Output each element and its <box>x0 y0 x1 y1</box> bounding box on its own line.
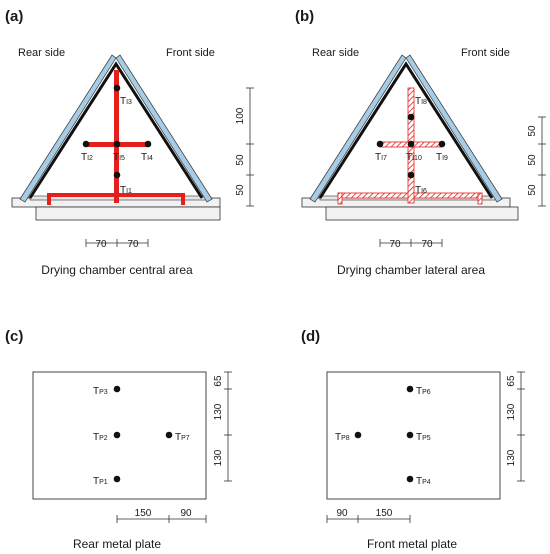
panel-a-sensor-i2: TI2 <box>81 140 93 163</box>
svg-text:TP2: TP2 <box>93 432 108 443</box>
panel-c-sensor-p3: TP3 <box>93 385 121 397</box>
panel-d-sensor-p6: TP6 <box>406 385 431 397</box>
svg-text:TP4: TP4 <box>416 476 431 487</box>
panel-d-vdim-1: 65 <box>506 375 517 387</box>
panel-c-sensor-p2: TP2 <box>93 431 121 443</box>
panel-b-vdim-2: 50 <box>527 154 538 166</box>
panel-b: (b) Rear side Front side TI8 TI7 <box>295 8 546 277</box>
panel-c-horizontal-dimension <box>116 515 207 523</box>
panel-c-sensor-p1: TP1 <box>93 475 121 487</box>
panel-a-vdim-1: 100 <box>235 107 246 124</box>
panel-a-hdim-2: 70 <box>127 239 139 250</box>
panel-d-caption: Front metal plate <box>367 537 457 551</box>
panel-b-hdim-1: 70 <box>389 239 401 250</box>
svg-text:TI3: TI3 <box>120 96 132 107</box>
panel-c-vdim-3: 130 <box>213 449 224 466</box>
panel-d-horizontal-dimension <box>326 515 411 523</box>
svg-text:TI5: TI5 <box>113 152 125 163</box>
svg-text:TP3: TP3 <box>93 386 108 397</box>
panel-b-sensor-i7: TI7 <box>375 140 387 163</box>
svg-text:TI8: TI8 <box>415 96 427 107</box>
panel-a-horizontal-dimension <box>85 239 149 247</box>
panel-b-horizontal-dimension <box>379 239 443 247</box>
panel-d-vdim-2: 130 <box>506 403 517 420</box>
panel-c-sensor-p7: TP7 <box>165 431 190 443</box>
panel-d-vertical-dimension <box>517 371 525 482</box>
panel-b-tag: (b) <box>295 8 314 25</box>
panel-a-front-label: Front side <box>166 47 215 59</box>
panel-c-hdim-2: 90 <box>180 508 192 519</box>
panel-d-sensor-p4: TP4 <box>406 475 431 487</box>
panel-a-chamber <box>11 54 221 221</box>
panel-d-tag: (d) <box>301 328 320 345</box>
panel-d-sensor-p5: TP5 <box>406 431 431 443</box>
panel-a-caption: Drying chamber central area <box>41 263 193 277</box>
svg-text:TP7: TP7 <box>175 432 190 443</box>
panel-d-plate <box>326 371 501 500</box>
panel-a: (a) Rear side Front side TI3 TI2 <box>5 8 254 277</box>
panel-b-sensor-i10: TI10 <box>406 140 422 163</box>
panel-a-sensor-i3: TI3 <box>113 84 132 107</box>
panel-a-tag: (a) <box>5 8 23 25</box>
panel-c: (c) TP3 TP2 TP7 TP1 65 130 130 <box>5 328 232 551</box>
panel-a-vdim-3: 50 <box>235 184 246 196</box>
panel-b-sensor-i8: TI8 <box>407 96 427 121</box>
panel-a-sensor-i1: TI1 <box>113 171 132 196</box>
svg-text:TP1: TP1 <box>93 476 108 487</box>
panel-b-sensor-i9: TI9 <box>436 140 448 163</box>
panel-b-rear-label: Rear side <box>312 47 359 59</box>
panel-c-tag: (c) <box>5 328 23 345</box>
panel-c-caption: Rear metal plate <box>73 537 161 551</box>
panel-b-vdim-3: 50 <box>527 184 538 196</box>
svg-text:TP8: TP8 <box>335 432 350 443</box>
panel-b-chamber <box>301 54 519 221</box>
panel-d-hdim-1: 90 <box>336 508 348 519</box>
panel-b-hdim-2: 70 <box>421 239 433 250</box>
panel-c-vdim-1: 65 <box>213 375 224 387</box>
panel-a-vdim-2: 50 <box>235 154 246 166</box>
panel-d-hdim-2: 150 <box>376 508 393 519</box>
svg-text:TI9: TI9 <box>436 152 448 163</box>
svg-text:TI10: TI10 <box>406 152 422 163</box>
panel-a-vertical-dimension <box>246 87 254 207</box>
svg-text:TP5: TP5 <box>416 432 431 443</box>
panel-b-front-label: Front side <box>461 47 510 59</box>
panel-c-vdim-2: 130 <box>213 403 224 420</box>
panel-b-caption: Drying chamber lateral area <box>337 263 485 277</box>
svg-text:TI7: TI7 <box>375 152 387 163</box>
svg-text:TI6: TI6 <box>415 185 427 196</box>
panel-a-hdim-1: 70 <box>95 239 107 250</box>
panel-b-vertical-dimension <box>538 116 546 207</box>
svg-text:TI4: TI4 <box>141 152 153 163</box>
panel-c-vertical-dimension <box>224 371 232 482</box>
svg-text:TP6: TP6 <box>416 386 431 397</box>
panel-b-sensor-i6: TI6 <box>407 171 427 196</box>
panel-b-vdim-1: 50 <box>527 125 538 137</box>
panel-a-rear-label: Rear side <box>18 47 65 59</box>
panel-a-sensor-i4: TI4 <box>141 140 153 163</box>
panel-d: (d) TP6 TP8 TP5 TP4 65 130 130 <box>301 328 525 551</box>
panel-d-vdim-3: 130 <box>506 449 517 466</box>
svg-text:TI1: TI1 <box>120 185 132 196</box>
panel-d-sensor-p8: TP8 <box>335 431 362 443</box>
panel-c-hdim-1: 150 <box>135 508 152 519</box>
svg-text:TI2: TI2 <box>81 152 93 163</box>
panel-a-sensor-i5: TI5 <box>113 140 125 163</box>
